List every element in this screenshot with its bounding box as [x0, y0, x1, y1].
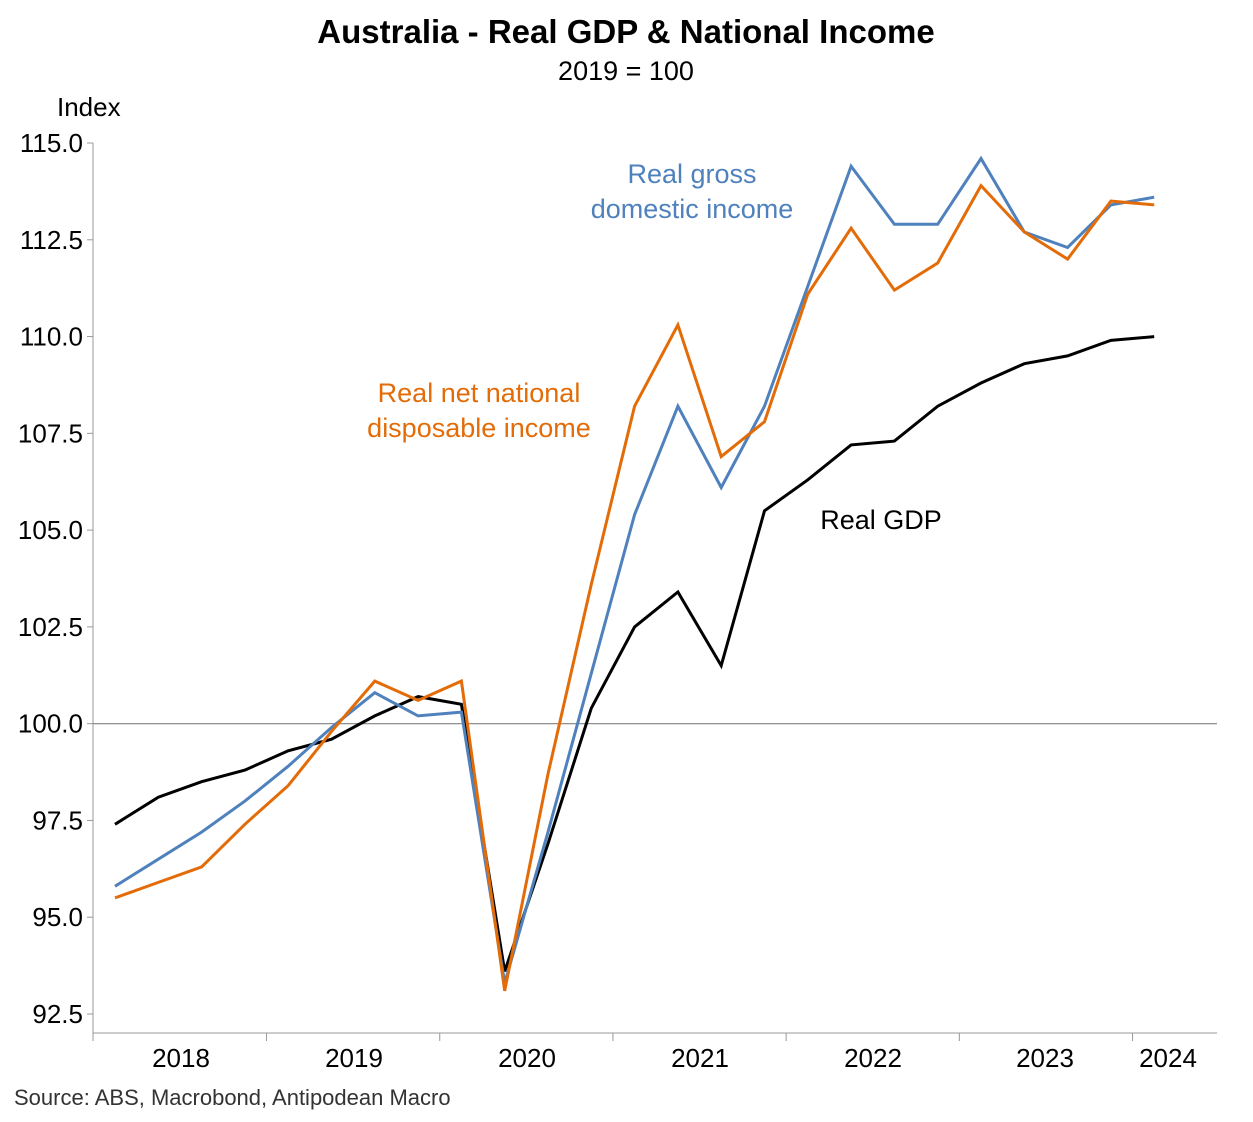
series-line-real-gdp — [114, 335, 1155, 972]
x-tick-label: 2021 — [671, 1043, 729, 1073]
y-axis-ticks: 92.5 95.0 97.5 100.0 102.5 105.0 107.5 110.0 112… — [18, 128, 93, 1029]
series-lines — [114, 155, 1155, 992]
y-tick-label: 105.0 — [18, 515, 83, 545]
y-tick-label: 107.5 — [18, 418, 83, 448]
series-labels: Real gross domestic income Real net nation… — [367, 159, 942, 535]
series-label-text: disposable income — [367, 413, 591, 443]
x-tick-label: 2019 — [325, 1043, 383, 1073]
y-tick-label: 112.5 — [20, 225, 83, 255]
y-tick-label: 115.0 — [20, 128, 83, 158]
x-tick-label: 2024 — [1139, 1043, 1197, 1073]
series-line-real-gross-domestic-income — [114, 155, 1155, 984]
series-label-text: Real GDP — [820, 505, 942, 535]
series-label-text: Real net national — [378, 378, 581, 408]
series-label-text: Real gross — [627, 159, 756, 189]
x-axis-ticks: 2018 2019 2020 2021 2022 2023 2024 — [92, 1033, 1197, 1073]
x-tick-label: 2022 — [844, 1043, 902, 1073]
y-tick-label: 95.0 — [32, 902, 83, 932]
x-tick-label: 2018 — [152, 1043, 210, 1073]
chart-subtitle: 2019 = 100 — [558, 56, 694, 86]
x-tick-label: 2023 — [1016, 1043, 1074, 1073]
y-tick-label: 102.5 — [18, 612, 83, 642]
x-tick-label: 2020 — [498, 1043, 556, 1073]
series-line-real-net-national-disposable-income — [114, 183, 1155, 992]
y-tick-label: 92.5 — [32, 999, 83, 1029]
y-axis-label: Index — [57, 92, 121, 122]
chart-title: Australia - Real GDP & National Income — [317, 13, 934, 50]
series-label-text: domestic income — [591, 194, 794, 224]
source-note: Source: ABS, Macrobond, Antipodean Macro — [14, 1085, 451, 1110]
y-tick-label: 110.0 — [20, 322, 83, 352]
y-tick-label: 97.5 — [32, 805, 83, 835]
y-tick-label: 100.0 — [18, 709, 83, 739]
